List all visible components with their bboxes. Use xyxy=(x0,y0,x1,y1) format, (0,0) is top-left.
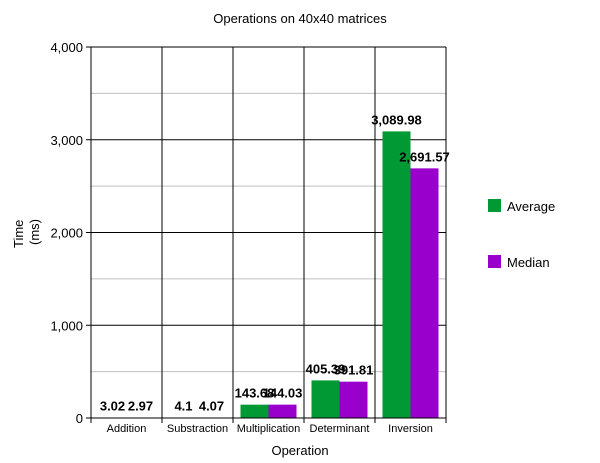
bar-average xyxy=(240,404,269,418)
legend-label-median: Median xyxy=(507,255,550,270)
legend-swatch-average xyxy=(488,199,501,212)
chart-title: Operations on 40x40 matrices xyxy=(213,11,387,26)
y-tick-label: 2,000 xyxy=(50,226,83,241)
legend-label-average: Average xyxy=(507,199,555,214)
x-axis-title: Operation xyxy=(271,443,328,458)
y-axis-title-line2: (ms) xyxy=(27,219,42,245)
bar-median xyxy=(268,404,297,418)
x-tick-label: Determinant xyxy=(310,423,370,435)
bar-average xyxy=(311,380,340,418)
data-label: 144.03 xyxy=(263,386,303,401)
data-labels: 3.02 4.1 143.68 405.39 3,089.98 2.97 4.07 144.0… xyxy=(100,112,450,413)
data-label: 2.97 xyxy=(128,399,153,414)
x-tick-label: Substraction xyxy=(167,423,228,435)
y-tick-label: 3,000 xyxy=(50,133,83,148)
data-label: 405.39 xyxy=(306,361,346,376)
data-label: 3,089.98 xyxy=(371,112,422,127)
y-axis-title: Time (ms) xyxy=(11,216,42,248)
legend: Average Median xyxy=(488,199,555,270)
y-axis-title-line1: Time xyxy=(11,220,26,248)
data-label: 2,691.57 xyxy=(399,149,450,164)
data-label: 143.68 xyxy=(235,386,275,401)
data-label: 4.1 xyxy=(174,399,192,414)
y-tick-label: 0 xyxy=(76,411,83,426)
x-tick-label: Inversion xyxy=(388,423,433,435)
bar-median xyxy=(339,381,368,418)
axes: 0 1,000 2,000 3,000 4,000 Addition Substractio… xyxy=(50,40,446,435)
legend-swatch-median xyxy=(488,255,501,268)
data-label: 4.07 xyxy=(199,399,224,414)
bar-average xyxy=(382,131,411,418)
data-label: 391.81 xyxy=(334,363,374,378)
bars xyxy=(98,131,439,418)
x-tick-label: Multiplication xyxy=(237,423,301,435)
bar-median xyxy=(410,168,439,418)
data-label: 3.02 xyxy=(100,399,125,414)
y-tick-label: 1,000 xyxy=(50,318,83,333)
x-tick-label: Addition xyxy=(107,423,147,435)
y-tick-label: 4,000 xyxy=(50,40,83,55)
